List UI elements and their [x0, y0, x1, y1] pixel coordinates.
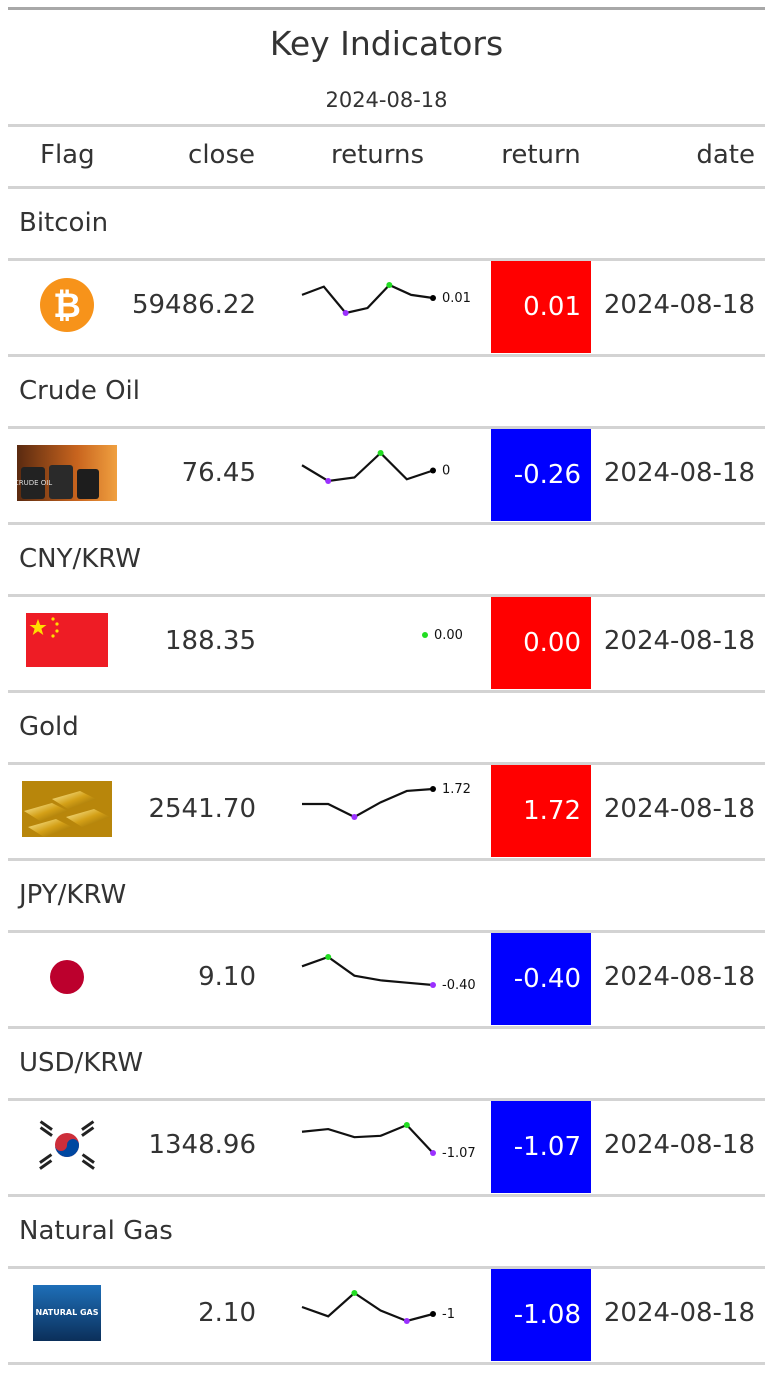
sparkline-path	[301, 283, 434, 315]
crude-oil-barrels-image: CRUDE OIL	[14, 445, 117, 505]
sparkline-low-point	[342, 310, 349, 316]
date-value: 2024-08-18	[603, 794, 755, 824]
returns-sparkline: 1.72	[302, 783, 471, 820]
natural-gas-image-text: NATURAL GAS	[36, 1308, 99, 1317]
column-header-return: return	[501, 140, 581, 170]
sparkline-last-label: -0.40	[442, 978, 476, 991]
close-value: 188.35	[165, 626, 256, 656]
date-value: 2024-08-18	[603, 1298, 755, 1328]
group-label: Natural Gas	[19, 1216, 173, 1246]
crude-oil-image-text: CRUDE OIL	[17, 479, 52, 487]
sparkline-last-point	[422, 632, 428, 638]
sparkline-last-label: -1.07	[442, 1146, 476, 1159]
svg-text:₿: ₿	[53, 286, 81, 326]
natural-gas-image: NATURAL GAS	[33, 1285, 101, 1345]
row-rule	[8, 1026, 765, 1029]
sparkline-low-point	[403, 1318, 410, 1324]
group-rule	[8, 594, 765, 597]
returns-sparkline: -0.40	[301, 954, 476, 991]
close-value: 2541.70	[148, 794, 256, 824]
sparkline-high-point	[403, 1122, 410, 1128]
sparkline-low-point	[351, 814, 358, 820]
close-value: 59486.22	[131, 290, 256, 320]
table-subtitle: 2024-08-18	[325, 88, 448, 112]
korea-flag-icon	[35, 1120, 99, 1174]
sparkline-last-point	[430, 982, 436, 988]
sparkline-last-point	[430, 295, 436, 302]
returns-sparkline: 0.01	[301, 282, 471, 316]
return-cell: -0.40	[491, 933, 591, 1025]
group-label: Bitcoin	[19, 208, 109, 238]
return-cell: -1.08	[491, 1269, 591, 1361]
column-header-returns: returns	[330, 140, 425, 170]
row-rule	[8, 522, 765, 525]
column-header-date: date	[696, 140, 755, 170]
gold-bars-image	[22, 781, 112, 841]
table-title: Key Indicators	[269, 24, 504, 63]
header-top-rule	[8, 124, 765, 127]
top-border	[8, 7, 765, 10]
close-value: 1348.96	[148, 1130, 256, 1160]
sparkline-last-label: 1.72	[442, 783, 471, 797]
header-bottom-rule	[8, 186, 765, 189]
sparkline-path	[301, 451, 434, 483]
return-cell: -0.26	[491, 429, 591, 521]
group-label: CNY/KRW	[19, 544, 142, 574]
date-value: 2024-08-18	[603, 626, 755, 656]
group-label: Crude Oil	[19, 376, 140, 406]
china-flag-icon	[26, 613, 108, 673]
group-rule	[8, 762, 765, 765]
column-header-flag: Flag	[40, 140, 95, 170]
sparkline-low-point	[325, 478, 332, 484]
sparkline-last-label: 0.01	[442, 291, 471, 306]
row-rule	[8, 858, 765, 861]
group-label: JPY/KRW	[19, 880, 127, 910]
date-value: 2024-08-18	[603, 458, 755, 488]
row-rule	[8, 690, 765, 693]
group-label: Gold	[19, 712, 79, 742]
bitcoin-icon: ₿	[39, 277, 95, 337]
group-rule	[8, 258, 765, 261]
returns-sparkline: 0.00	[422, 628, 463, 643]
group-rule	[8, 930, 765, 933]
group-rule	[8, 426, 765, 429]
close-value: 2.10	[198, 1298, 256, 1328]
returns-sparkline: 0	[301, 450, 450, 484]
close-value: 9.10	[198, 962, 256, 992]
japan-flag-icon	[49, 959, 85, 999]
group-label: USD/KRW	[19, 1048, 144, 1078]
group-rule	[8, 1098, 765, 1101]
sparkline-high-point	[377, 450, 384, 456]
return-cell: 0.01	[491, 261, 591, 353]
row-rule	[8, 1194, 765, 1197]
sparkline-last-point	[430, 1150, 436, 1156]
returns-sparkline: -1.07	[301, 1122, 476, 1159]
return-cell: 0.00	[491, 597, 591, 689]
sparkline-high-point	[351, 1290, 358, 1296]
close-value: 76.45	[181, 458, 256, 488]
sparkline-last-label: 0	[442, 464, 450, 479]
date-value: 2024-08-18	[603, 1130, 755, 1160]
sparkline-last-label: -1	[442, 1307, 455, 1322]
sparkline-path	[302, 787, 434, 819]
sparkline-path	[301, 955, 434, 987]
column-header-close: close	[188, 140, 255, 170]
sparkline-last-point	[430, 786, 436, 792]
row-rule	[8, 354, 765, 357]
sparkline-last-point	[430, 1311, 436, 1317]
return-cell: -1.07	[491, 1101, 591, 1193]
returns-sparkline: -1	[301, 1290, 455, 1324]
sparkline-path	[301, 1291, 434, 1323]
sparkline-high-point	[325, 954, 332, 960]
sparkline-path	[301, 1123, 434, 1154]
sparkline-last-point	[430, 467, 436, 474]
date-value: 2024-08-18	[603, 962, 755, 992]
sparkline-last-label: 0.00	[434, 628, 463, 643]
group-rule	[8, 1266, 765, 1269]
row-rule	[8, 1362, 765, 1365]
sparkline-high-point	[386, 282, 393, 288]
date-value: 2024-08-18	[603, 290, 755, 320]
return-cell: 1.72	[491, 765, 591, 857]
